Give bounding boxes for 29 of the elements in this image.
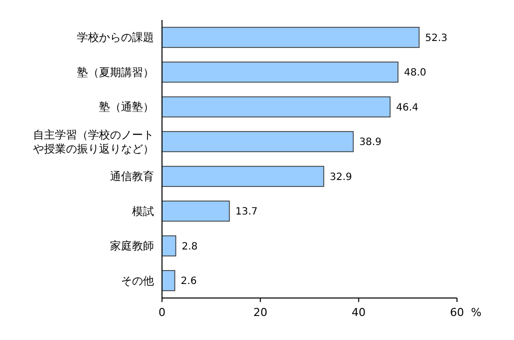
y-tick-label: その他 xyxy=(121,274,154,288)
bar xyxy=(162,270,176,292)
data-label: 2.8 xyxy=(182,241,198,252)
y-tick-label: 通信教育 xyxy=(110,170,154,184)
data-label: 48.0 xyxy=(404,68,426,79)
data-label: 52.3 xyxy=(425,32,448,44)
bar xyxy=(162,235,176,256)
x-tick-label: 0 xyxy=(158,306,166,319)
data-label: 46.4 xyxy=(396,102,418,114)
x-axis-title: % xyxy=(471,306,482,319)
x-tick-label: 20 xyxy=(253,306,268,319)
bar xyxy=(162,26,420,48)
y-tick-label: 家庭教師 xyxy=(110,240,154,253)
y-tick-label: 模試 xyxy=(132,204,154,218)
y-tick-label: 学校からの課題 xyxy=(77,31,154,44)
bar xyxy=(162,62,398,83)
data-label: 2.6 xyxy=(180,276,197,288)
data-label: 32.9 xyxy=(330,172,352,183)
data-label: 13.7 xyxy=(235,206,258,218)
data-label: 38.9 xyxy=(359,137,382,148)
y-tick-label: 塾（夏期講習） xyxy=(77,66,154,79)
bar xyxy=(162,131,354,152)
bar xyxy=(162,96,391,118)
y-tick-label: 自主学習（学校のノートや授業の振り返りなど） xyxy=(33,128,154,156)
x-tick-label: 60 xyxy=(450,306,464,319)
x-tick-label: 40 xyxy=(352,306,366,319)
bar xyxy=(162,166,324,187)
y-tick-label: 塾（通塾） xyxy=(99,100,154,114)
bar xyxy=(162,200,230,222)
